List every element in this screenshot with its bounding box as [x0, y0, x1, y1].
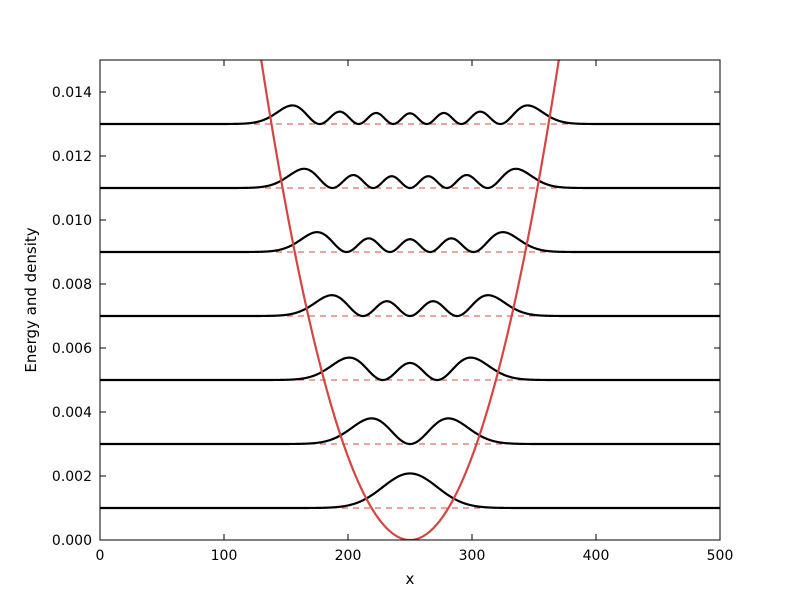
potential-curve: [260, 60, 560, 540]
y-tick-label: 0.014: [52, 85, 92, 101]
density-curve-n2: [100, 356, 720, 382]
density-curve-n0: [100, 472, 720, 510]
density-curves: [100, 104, 720, 510]
y-tick-label: 0.006: [52, 341, 92, 357]
y-tick-label: 0.002: [52, 469, 92, 485]
x-tick-label: 100: [211, 548, 238, 564]
x-tick-label: 500: [707, 548, 734, 564]
plot-frame: [99, 59, 721, 541]
x-tick-label: 0: [96, 548, 105, 564]
density-curve-n4: [100, 231, 720, 254]
x-tick-label: 300: [459, 548, 486, 564]
x-tick-label: 200: [335, 548, 362, 564]
axis-ticks: 0 100 200 300 400 500 0.000 0.002 0.004 0.006 0.00…: [52, 60, 733, 564]
density-curve-n3: [100, 294, 720, 318]
y-tick-label: 0.008: [52, 277, 92, 293]
x-tick-label: 400: [583, 548, 610, 564]
density-curve-n1: [100, 417, 720, 446]
y-axis-label: Energy and density: [22, 227, 40, 372]
x-axis-label: x: [406, 570, 415, 588]
y-tick-label: 0.010: [52, 213, 92, 229]
density-curve-n5: [100, 167, 720, 190]
density-curve-n6: [100, 104, 720, 126]
y-tick-label: 0.012: [52, 149, 92, 165]
y-tick-label: 0.004: [52, 405, 92, 421]
potential-layer: [260, 60, 560, 540]
plot-area: [100, 60, 720, 540]
y-tick-label: 0.000: [52, 533, 92, 549]
